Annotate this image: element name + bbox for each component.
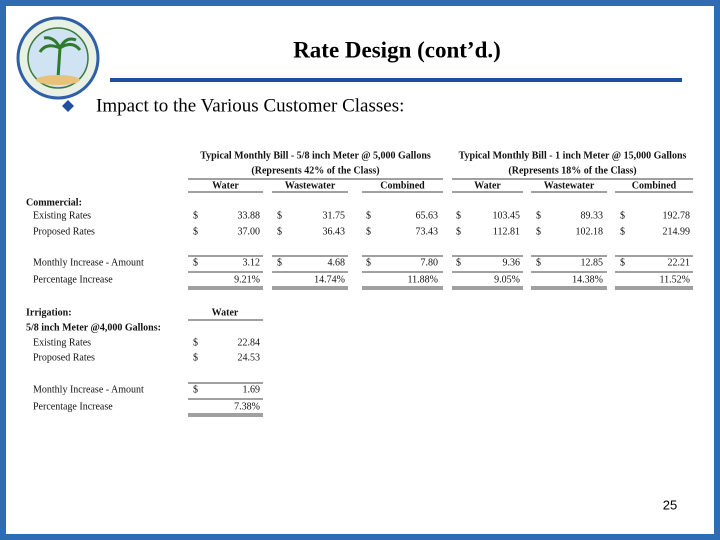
row-label: Proposed Rates <box>33 226 95 237</box>
currency-sign: $ <box>193 210 198 221</box>
cell-value: 12.85 <box>581 257 604 268</box>
cell-value: 9.36 <box>503 257 521 268</box>
currency-sign: $ <box>620 226 625 237</box>
column-header: Water <box>212 307 239 318</box>
currency-sign: $ <box>193 226 198 237</box>
currency-sign: $ <box>277 257 282 268</box>
currency-sign: $ <box>366 210 371 221</box>
row-label: Percentage Increase <box>33 274 113 285</box>
group-subtitle: (Represents 18% of the Class) <box>508 165 636 176</box>
logo <box>16 16 100 100</box>
currency-sign: $ <box>620 257 625 268</box>
currency-sign: $ <box>456 257 461 268</box>
row-label: Monthly Increase - Amount <box>33 257 144 268</box>
section-label: Commercial: <box>26 197 82 208</box>
cell-value: 65.63 <box>416 210 439 221</box>
cell-value: 102.18 <box>576 226 604 237</box>
section-subtitle: 5/8 inch Meter @4,000 Gallons: <box>26 322 161 333</box>
cell-value: 24.53 <box>238 352 261 363</box>
cell-value: 22.21 <box>668 257 691 268</box>
row-label: Existing Rates <box>33 210 91 221</box>
currency-sign: $ <box>193 257 198 268</box>
currency-sign: $ <box>366 226 371 237</box>
column-header: Water <box>474 180 501 191</box>
row-label: Percentage Increase <box>33 401 113 412</box>
bullet-icon <box>62 100 74 112</box>
cell-value: 3.12 <box>243 257 261 268</box>
cell-value: 33.88 <box>238 210 261 221</box>
column-header: Combined <box>380 180 425 191</box>
currency-sign: $ <box>620 210 625 221</box>
currency-sign: $ <box>456 226 461 237</box>
cell-value: 9.21% <box>234 274 260 285</box>
currency-sign: $ <box>366 257 371 268</box>
column-header: Wastewater <box>544 180 595 191</box>
slide-title: Rate Design (cont’d.) <box>293 37 501 62</box>
cell-value: 112.81 <box>493 226 520 237</box>
cell-value: 31.75 <box>323 210 346 221</box>
currency-sign: $ <box>536 210 541 221</box>
currency-sign: $ <box>277 226 282 237</box>
currency-sign: $ <box>536 257 541 268</box>
currency-sign: $ <box>277 210 282 221</box>
cell-value: 7.80 <box>421 257 439 268</box>
currency-sign: $ <box>193 384 198 395</box>
cell-value: 89.33 <box>581 210 604 221</box>
section-label: Irrigation: <box>26 307 72 318</box>
cell-value: 14.38% <box>572 274 603 285</box>
column-header: Combined <box>632 180 677 191</box>
cell-value: 103.45 <box>493 210 521 221</box>
cell-value: 4.68 <box>328 257 346 268</box>
currency-sign: $ <box>193 337 198 348</box>
row-label: Monthly Increase - Amount <box>33 384 144 395</box>
group-subtitle: (Represents 42% of the Class) <box>251 165 379 176</box>
column-header: Water <box>212 180 239 191</box>
row-label: Existing Rates <box>33 337 91 348</box>
cell-value: 9.05% <box>494 274 520 285</box>
cell-value: 11.88% <box>408 274 438 285</box>
cell-value: 36.43 <box>323 226 346 237</box>
cell-value: 73.43 <box>416 226 439 237</box>
cell-value: 14.74% <box>314 274 345 285</box>
cell-value: 1.69 <box>243 384 261 395</box>
cell-value: 22.84 <box>238 337 261 348</box>
cell-value: 192.78 <box>663 210 691 221</box>
row-label: Proposed Rates <box>33 352 95 363</box>
cell-value: 37.00 <box>238 226 261 237</box>
group-title: Typical Monthly Bill - 5/8 inch Meter @ … <box>200 150 431 161</box>
currency-sign: $ <box>536 226 541 237</box>
currency-sign: $ <box>456 210 461 221</box>
cell-value: 11.52% <box>660 274 690 285</box>
group-title: Typical Monthly Bill - 1 inch Meter @ 15… <box>459 150 687 161</box>
cell-value: 7.38% <box>234 401 260 412</box>
currency-sign: $ <box>193 352 198 363</box>
cell-value: 214.99 <box>663 226 691 237</box>
title-rule <box>110 78 682 82</box>
page-number: 25 <box>663 497 677 512</box>
column-header: Wastewater <box>285 180 336 191</box>
bullet-text: Impact to the Various Customer Classes: <box>96 95 404 116</box>
